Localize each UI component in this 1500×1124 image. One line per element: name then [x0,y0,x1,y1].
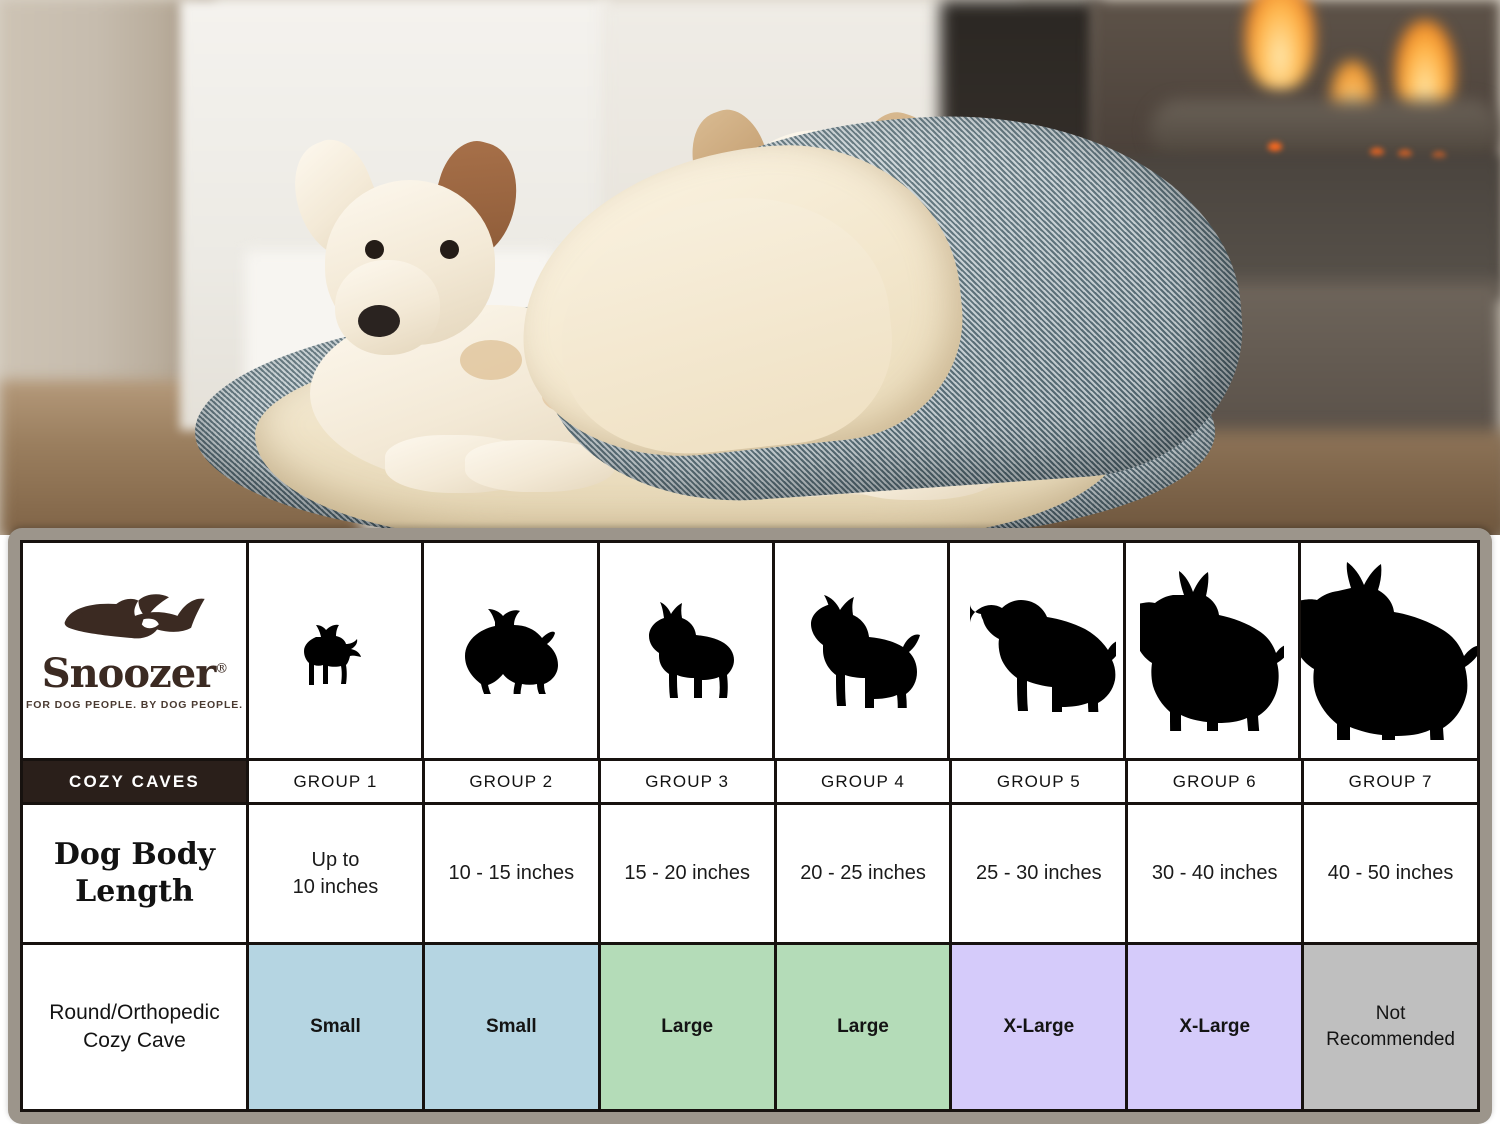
size-chart-frame: Snoozer® FOR DOG PEOPLE. BY DOG PEOPLE. [8,528,1492,1124]
silhouette-cell-group-2 [424,543,600,758]
registered-mark: ® [215,661,228,677]
silhouette-row: Snoozer® FOR DOG PEOPLE. BY DOG PEOPLE. [23,543,1477,761]
recommended-size-cell-2: Small [424,945,601,1109]
brand-name: Snoozer [41,650,217,697]
silhouette-cell-group-3 [600,543,775,758]
body-length-cell-4: 20 - 25 inches [777,805,953,942]
dog-left-nose [358,305,400,337]
recommended-size-cell-7: Not Recommended [1304,945,1478,1109]
silhouette-cell-group-4 [775,543,951,758]
body-length-value-1-line2: 10 inches [292,875,379,898]
group-header-7: GROUP 7 [1348,771,1433,791]
great-dane-silhouette-icon [1300,561,1477,740]
hero-photo [0,0,1500,535]
body-length-cell-3: 15 - 20 inches [601,805,777,942]
silhouette-cell-group-7 [1300,543,1477,758]
group-header-5: GROUP 5 [952,761,1129,802]
body-length-cell-2: 10 - 15 inches [425,805,601,942]
group-header-row: COZY CAVES GROUP 1 GROUP 2 GROUP 3 GROUP… [23,761,1477,805]
recommended-size-cell-3: Large [600,945,777,1109]
group-header-3: GROUP 3 [601,761,777,802]
ember-icon [1370,148,1384,158]
body-length-cell-1: Up to 10 inches [249,805,425,942]
brand-tagline: FOR DOG PEOPLE. BY DOG PEOPLE. [25,699,243,711]
product-label-line2: Cozy Cave [83,1029,186,1052]
body-length-row: Dog Body Length Up to 10 inches 10 - 15 … [23,805,1477,945]
golden-retriever-silhouette-icon [956,590,1117,712]
body-length-cell-6: 30 - 40 inches [1128,805,1305,942]
recommended-size-7-line2: Recommended [1326,1029,1455,1050]
doberman-silhouette-icon [1139,570,1284,731]
boston-terrier-silhouette-icon [634,601,738,700]
size-chart-table: Snoozer® FOR DOG PEOPLE. BY DOG PEOPLE. [20,540,1480,1112]
recommended-size-7-line1: Not [1375,1003,1406,1025]
brand-logo: Snoozer® FOR DOG PEOPLE. BY DOG PEOPLE. [23,543,249,758]
ember-icon [1268,142,1282,152]
dog-left-marking [460,340,522,380]
product-label-line1: Round/Orthopedic [49,1000,220,1024]
chihuahua-silhouette-icon [297,615,373,687]
body-length-value-1-line1: Up to [311,848,360,871]
body-length-cell-5: 25 - 30 inches [952,805,1129,942]
body-length-cell-7: 40 - 50 inches [1327,862,1454,884]
product-row-label: Round/Orthopedic Cozy Cave [23,945,249,1109]
shiba-inu-silhouette-icon [797,594,925,708]
category-label: COZY CAVES [23,761,249,802]
silhouette-cell-group-1 [249,543,425,758]
fireplace-logs [1150,100,1500,160]
body-length-row-label: Dog Body Length [23,805,249,942]
body-length-label-line1: Dog Body [53,836,216,872]
group-header-1: GROUP 1 [249,761,425,802]
group-header-4: GROUP 4 [777,761,953,802]
brand-wordmark: Snoozer® [42,654,229,694]
recommended-size-cell-6: X-Large [1128,945,1305,1109]
recommended-size-row: Round/Orthopedic Cozy Cave Small Small L… [23,945,1478,1109]
group-header-2: GROUP 2 [425,761,601,802]
group-header-6: GROUP 6 [1128,761,1305,802]
recommended-size-cell-4: Large [776,945,953,1109]
flame-icon [1245,0,1315,90]
dog-left-eye [365,240,384,259]
body-length-label-line2: Length [75,873,194,909]
silhouette-cell-group-6 [1126,543,1301,758]
dog-left-eye [440,240,459,259]
recommended-size-cell-5: X-Large [952,945,1129,1109]
snoozer-dog-mark-icon [64,594,205,639]
recommended-size-cell-1: Small [249,945,425,1109]
pomeranian-silhouette-icon [457,608,563,694]
silhouette-cell-group-5 [950,543,1126,758]
